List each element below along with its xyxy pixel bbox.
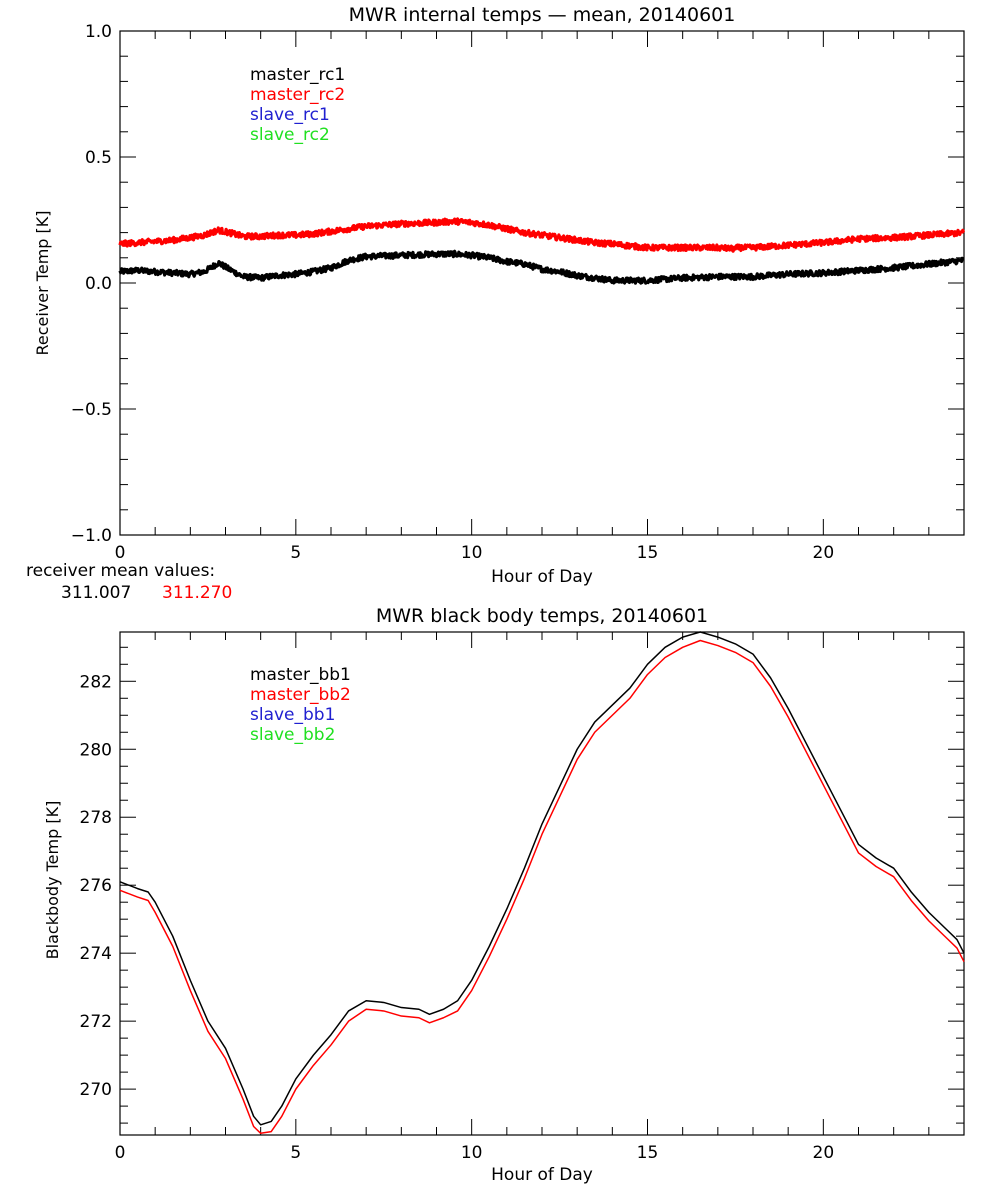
chart-title: MWR black body temps, 20140601 (376, 605, 708, 627)
series-line-master_rc2 (118, 217, 966, 253)
y-tick-label: 278 (80, 808, 112, 828)
x-tick-label: 0 (115, 543, 126, 563)
plot-frame (119, 631, 965, 1136)
receiver-mean-value-rc1: 311.007 (61, 583, 131, 603)
y-tick-label: 270 (80, 1080, 112, 1100)
legend-entry-slave_rc2: slave_rc2 (250, 125, 330, 145)
legend-entry-master_rc1: master_rc1 (250, 65, 345, 85)
x-axis-label: Hour of Day (491, 567, 593, 587)
receiver-temp-chart: MWR internal temps — mean, 20140601 Rece… (33, 4, 966, 587)
series-group (118, 217, 966, 285)
y-tick-label: −0.5 (71, 400, 112, 420)
legend-entry-master_rc2: master_rc2 (250, 85, 345, 105)
plot-frame (119, 30, 965, 536)
y-tick-label: 0.5 (85, 148, 112, 168)
legend-entry-master_bb1: master_bb1 (250, 665, 351, 685)
y-axis-label: Blackbody Temp [K] (43, 801, 62, 960)
chart-title: MWR internal temps — mean, 20140601 (349, 4, 736, 26)
legend-entry-slave_bb1: slave_bb1 (250, 705, 335, 725)
x-axis-label: Hour of Day (491, 1165, 593, 1185)
series-group (119, 631, 965, 1135)
legend-entry-slave_bb2: slave_bb2 (250, 725, 335, 745)
receiver-mean-label: receiver mean values: (26, 561, 215, 581)
series-line-master_rc1 (118, 249, 966, 285)
x-tick-label: 15 (637, 543, 659, 563)
x-tick-label: 5 (290, 1143, 301, 1163)
y-tick-label: 282 (80, 672, 112, 692)
x-tick-label: 10 (461, 1143, 483, 1163)
series-line-master_bb1 (119, 631, 965, 1126)
x-tick-label: 0 (115, 1143, 126, 1163)
axes: 0 5 10 15 20 −1.0 −0.5 0.0 0.5 1.0 (71, 22, 965, 563)
x-tick-label: 20 (813, 543, 835, 563)
x-tick-label: 15 (637, 1143, 659, 1163)
x-tick-label: 20 (813, 1143, 835, 1163)
axes: 0 5 10 15 20 270 272 274 276 278 280 282 (80, 631, 965, 1163)
legend-entry-master_bb2: master_bb2 (250, 685, 351, 705)
y-tick-label: 274 (80, 944, 112, 964)
x-tick-label: 5 (290, 543, 301, 563)
y-tick-label: 280 (80, 740, 112, 760)
y-axis-label: Receiver Temp [K] (33, 210, 52, 355)
y-tick-label: 0.0 (85, 274, 112, 294)
receiver-mean-value-rc2: 311.270 (162, 583, 232, 603)
y-tick-label: 1.0 (85, 22, 112, 42)
blackbody-temp-chart: MWR black body temps, 20140601 Blackbody… (43, 605, 965, 1185)
series-line-master_bb2 (119, 639, 965, 1135)
y-tick-label: 272 (80, 1012, 112, 1032)
y-tick-label: 276 (80, 876, 112, 896)
x-tick-label: 10 (461, 543, 483, 563)
receiver-mean-annotation: receiver mean values: 311.007 311.270 (26, 561, 232, 603)
y-tick-label: −1.0 (71, 526, 112, 546)
legend-entry-slave_rc1: slave_rc1 (250, 105, 330, 125)
